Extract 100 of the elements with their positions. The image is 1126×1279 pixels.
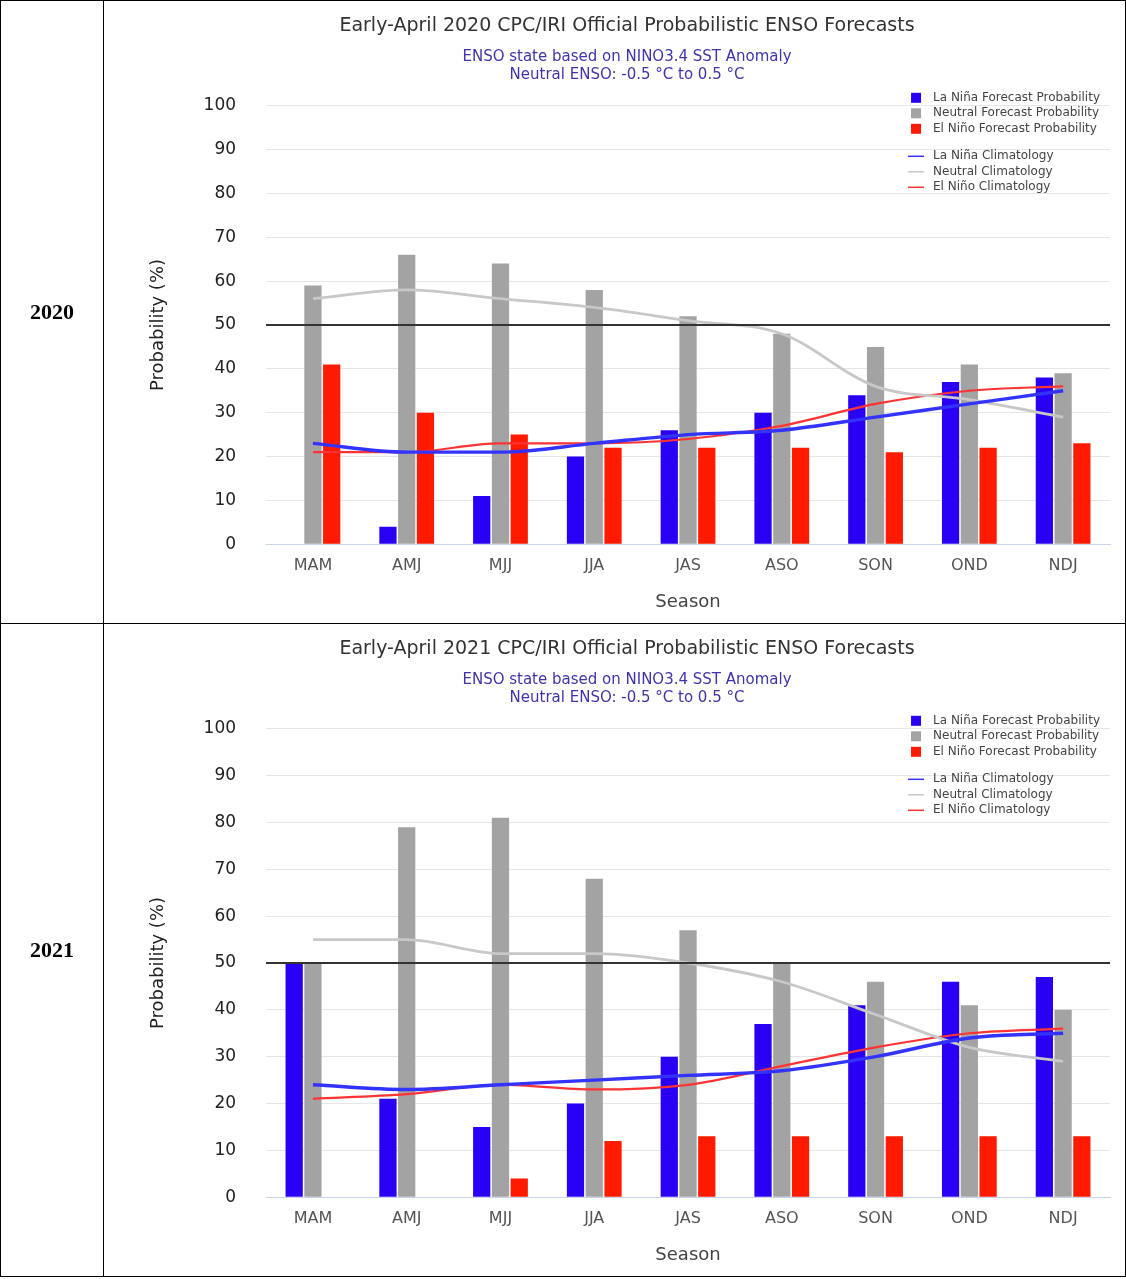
line-series <box>311 288 1065 419</box>
bar <box>379 1098 397 1197</box>
x-tick-label: ASO <box>764 1207 799 1227</box>
legend-label: La Niña Climatology <box>933 148 1054 163</box>
bar <box>566 456 585 544</box>
x-tick-label: SON <box>858 1207 893 1227</box>
x-tick-label: JJA <box>583 554 605 574</box>
bar <box>960 1005 978 1197</box>
bar <box>679 930 697 1197</box>
x-tick-label: AMJ <box>391 1207 422 1227</box>
bar <box>885 452 903 544</box>
bar <box>660 430 678 544</box>
bar <box>791 1136 810 1197</box>
y-tick-label: 10 <box>214 488 237 509</box>
bar <box>848 1005 866 1197</box>
y-tick-label: 20 <box>214 1091 237 1112</box>
y-axis-title: Probability (%) <box>146 258 168 392</box>
text: 2020 <box>0 0 104 624</box>
y-tick-label: 60 <box>214 269 237 290</box>
x-tick-label: JAS <box>674 1207 701 1227</box>
x-tick-label: AMJ <box>391 554 422 574</box>
y-tick-label: 100 <box>203 94 237 115</box>
legend-label: El Niño Climatology <box>933 802 1051 817</box>
bar <box>510 1178 528 1197</box>
bar <box>585 289 603 544</box>
bar <box>979 1136 997 1197</box>
x-tick-label: ASO <box>764 554 799 574</box>
legend-label: El Niño Climatology <box>933 179 1051 194</box>
bar <box>1073 1136 1091 1197</box>
chart-title: Early-April 2021 CPC/IRI Official Probabilistic ENSO Forecasts <box>339 636 915 659</box>
y-tick-label: 30 <box>214 401 237 422</box>
line-series <box>311 1027 1065 1100</box>
x-tick-label: JJA <box>583 1207 605 1227</box>
y-tick-label: 0 <box>225 532 237 553</box>
bar <box>585 878 603 1197</box>
y-tick-label: 40 <box>214 357 237 378</box>
bar <box>510 434 528 544</box>
x-axis-title: Season <box>655 1242 721 1264</box>
legend-label: La Niña Forecast Probability <box>933 712 1101 727</box>
y-tick-label: 70 <box>214 857 237 878</box>
y-tick-label: 30 <box>214 1045 237 1066</box>
y-tick-label: 100 <box>203 717 237 738</box>
bar <box>491 263 510 544</box>
y-tick-label: 10 <box>214 1138 237 1159</box>
bar <box>304 285 322 544</box>
bar <box>285 963 303 1197</box>
line-series <box>311 938 1065 1063</box>
x-tick-label: MAM <box>293 554 333 574</box>
y-tick-label: 80 <box>214 810 237 831</box>
bar <box>698 447 716 544</box>
legend-label: El Niño Forecast Probability <box>933 743 1097 758</box>
bar <box>604 1140 622 1197</box>
bar <box>473 1126 491 1197</box>
bar <box>473 495 491 544</box>
bar <box>754 1023 772 1197</box>
line-series <box>311 1031 1065 1092</box>
y-tick-label: 40 <box>214 998 237 1019</box>
y-tick-label: 50 <box>214 951 237 972</box>
y-tick-label: 80 <box>214 181 237 202</box>
text: 2021 <box>0 623 104 1277</box>
bar <box>304 963 322 1197</box>
y-tick-label: 90 <box>214 138 237 159</box>
x-tick-label: MJJ <box>488 1207 513 1227</box>
bar <box>416 412 435 544</box>
bar <box>398 254 416 544</box>
bar <box>1035 377 1053 544</box>
y-tick-label: 20 <box>214 444 237 465</box>
bar <box>960 364 978 544</box>
chart-subtitle: ENSO state based on NINO3.4 SST Anomaly Neutral ENSO: -0.5 °C to 0.5 °C <box>462 46 792 83</box>
bar <box>379 526 397 544</box>
y-tick-label: 70 <box>214 225 237 246</box>
legend-label: El Niño Forecast Probability <box>933 120 1097 135</box>
y-tick-label: 60 <box>214 904 237 925</box>
bar <box>566 1103 585 1197</box>
legend-label: Neutral Forecast Probability <box>933 105 1100 120</box>
x-tick-label: NDJ <box>1048 1207 1078 1227</box>
bar <box>679 316 697 544</box>
x-tick-label: MJJ <box>488 554 513 574</box>
x-axis-title: Season <box>655 589 721 611</box>
bar <box>398 827 416 1197</box>
bar <box>848 395 866 544</box>
bar <box>941 381 960 544</box>
x-tick-label: MAM <box>293 1207 333 1227</box>
legend-label: La Niña Forecast Probability <box>933 89 1101 104</box>
x-tick-label: SON <box>858 554 893 574</box>
bar <box>979 447 997 544</box>
bar <box>773 333 791 544</box>
bar <box>791 447 810 544</box>
chart-title: Early-April 2020 CPC/IRI Official Probabilistic ENSO Forecasts <box>339 13 915 36</box>
legend-label: La Niña Climatology <box>933 771 1054 786</box>
y-tick-label: 50 <box>214 313 237 334</box>
bar <box>323 364 341 544</box>
x-tick-label: JAS <box>674 554 701 574</box>
bar <box>660 1056 678 1197</box>
bar <box>773 963 791 1197</box>
y-tick-label: 90 <box>214 764 237 785</box>
bar <box>1054 373 1072 544</box>
bar <box>604 447 622 544</box>
bar <box>491 817 510 1197</box>
bar <box>698 1136 716 1197</box>
